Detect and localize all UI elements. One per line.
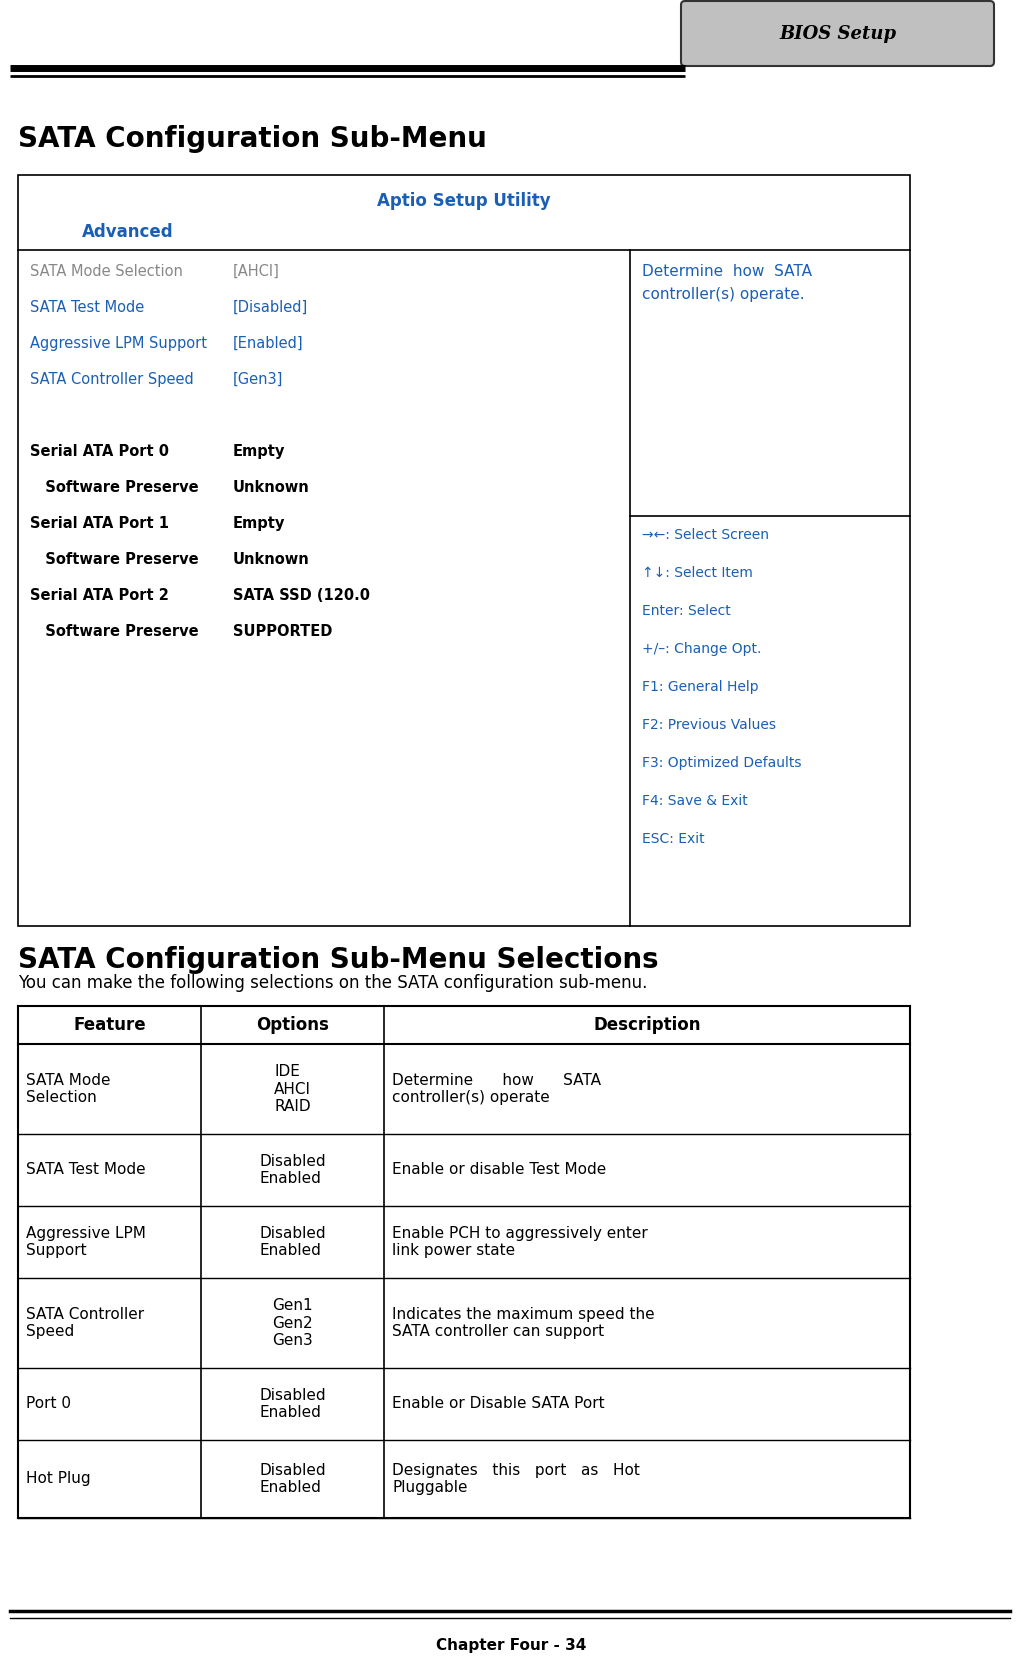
Text: ESC: Exit: ESC: Exit (642, 831, 705, 846)
Text: Serial ATA Port 2: Serial ATA Port 2 (30, 588, 169, 603)
Text: SATA Configuration Sub-Menu: SATA Configuration Sub-Menu (18, 125, 487, 153)
Text: Indicates the maximum speed the
SATA controller can support: Indicates the maximum speed the SATA con… (392, 1306, 655, 1339)
Text: F4: Save & Exit: F4: Save & Exit (642, 795, 748, 808)
Text: [Gen3]: [Gen3] (233, 372, 283, 387)
Text: SATA Configuration Sub-Menu Selections: SATA Configuration Sub-Menu Selections (18, 946, 659, 975)
Text: Advanced: Advanced (82, 223, 174, 242)
Text: Serial ATA Port 1: Serial ATA Port 1 (30, 516, 169, 531)
Text: SATA Controller
Speed: SATA Controller Speed (26, 1306, 144, 1339)
Text: Serial ATA Port 0: Serial ATA Port 0 (30, 445, 169, 460)
Text: Enable or Disable SATA Port: Enable or Disable SATA Port (392, 1396, 605, 1411)
Text: [Enabled]: [Enabled] (233, 337, 304, 352)
Text: IDE
AHCI
RAID: IDE AHCI RAID (274, 1065, 311, 1115)
Text: Enter: Select: Enter: Select (642, 605, 730, 618)
Text: Aggressive LPM Support: Aggressive LPM Support (30, 337, 207, 352)
Text: SATA Mode Selection: SATA Mode Selection (30, 263, 183, 278)
Text: Enable or disable Test Mode: Enable or disable Test Mode (392, 1163, 607, 1178)
Text: +/–: Change Opt.: +/–: Change Opt. (642, 641, 761, 656)
Text: Aggressive LPM
Support: Aggressive LPM Support (26, 1226, 146, 1258)
Text: Options: Options (256, 1016, 329, 1035)
Text: Software Preserve: Software Preserve (30, 480, 198, 495)
Text: Description: Description (593, 1016, 701, 1035)
FancyBboxPatch shape (681, 2, 994, 67)
Text: Aptio Setup Utility: Aptio Setup Utility (377, 192, 550, 210)
Text: →←: Select Screen: →←: Select Screen (642, 528, 769, 541)
Text: Empty: Empty (233, 516, 285, 531)
Text: Chapter Four - 34: Chapter Four - 34 (436, 1638, 586, 1653)
Text: F2: Previous Values: F2: Previous Values (642, 718, 776, 731)
Text: SATA Mode
Selection: SATA Mode Selection (26, 1073, 110, 1105)
Text: SATA SSD (120.0: SATA SSD (120.0 (233, 588, 370, 603)
Text: Feature: Feature (74, 1016, 146, 1035)
Text: Disabled
Enabled: Disabled Enabled (259, 1155, 325, 1186)
Text: Unknown: Unknown (233, 551, 310, 566)
Text: BIOS Setup: BIOS Setup (779, 25, 896, 43)
Text: Unknown: Unknown (233, 480, 310, 495)
Text: Determine  how  SATA
controller(s) operate.: Determine how SATA controller(s) operate… (642, 263, 812, 303)
Text: You can make the following selections on the SATA configuration sub-menu.: You can make the following selections on… (18, 975, 648, 991)
Text: [Disabled]: [Disabled] (233, 300, 308, 315)
Text: SUPPORTED: SUPPORTED (233, 625, 332, 640)
Text: Software Preserve: Software Preserve (30, 625, 198, 640)
Text: Designates   this   port   as   Hot
Pluggable: Designates this port as Hot Pluggable (392, 1463, 639, 1494)
Text: Disabled
Enabled: Disabled Enabled (259, 1388, 325, 1419)
Bar (18, 175, 910, 926)
Text: Disabled
Enabled: Disabled Enabled (259, 1463, 325, 1494)
Text: Empty: Empty (233, 445, 285, 460)
Text: SATA Test Mode: SATA Test Mode (26, 1163, 145, 1178)
Text: ↑↓: Select Item: ↑↓: Select Item (642, 566, 753, 580)
Text: [AHCI]: [AHCI] (233, 263, 280, 278)
Text: Determine      how      SATA
controller(s) operate: Determine how SATA controller(s) operate (392, 1073, 601, 1105)
Text: Software Preserve: Software Preserve (30, 551, 198, 566)
Text: Enable PCH to aggressively enter
link power state: Enable PCH to aggressively enter link po… (392, 1226, 648, 1258)
Text: Port 0: Port 0 (26, 1396, 71, 1411)
Text: F3: Optimized Defaults: F3: Optimized Defaults (642, 756, 801, 770)
Text: SATA Test Mode: SATA Test Mode (30, 300, 144, 315)
Text: Gen1
Gen2
Gen3: Gen1 Gen2 Gen3 (272, 1298, 313, 1348)
Text: F1: General Help: F1: General Help (642, 680, 759, 695)
Text: Disabled
Enabled: Disabled Enabled (259, 1226, 325, 1258)
Text: SATA Controller Speed: SATA Controller Speed (30, 372, 193, 387)
Text: Hot Plug: Hot Plug (26, 1471, 91, 1486)
